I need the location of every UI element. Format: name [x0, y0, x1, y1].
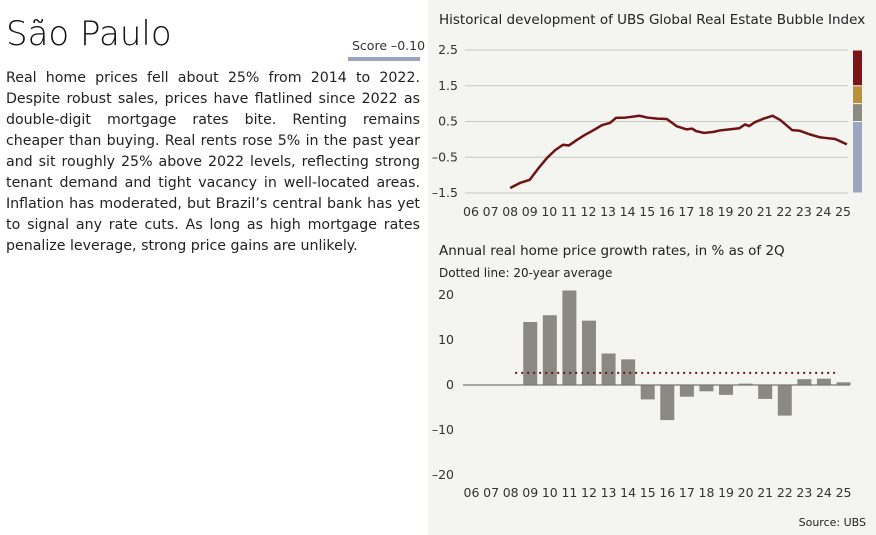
growth-bar — [621, 359, 636, 385]
x-tick-label: 06 — [464, 485, 480, 500]
risk-band — [853, 122, 862, 193]
y-tick-label: 2.5 — [438, 42, 458, 57]
x-tick-label: 19 — [718, 485, 734, 500]
x-tick-label: 08 — [502, 204, 518, 219]
growth-chart-title: Annual real home price growth rates, in … — [439, 243, 785, 259]
y-tick-label: 1.5 — [438, 78, 458, 93]
growth-bar — [581, 320, 596, 385]
growth-chart-subtitle: Dotted line: 20-year average — [439, 266, 613, 280]
score-label: Score –0.10 — [352, 38, 426, 53]
x-tick-label: 24 — [815, 204, 831, 219]
growth-bar — [562, 290, 577, 385]
growth-bar — [523, 322, 538, 385]
bubble-chart-title: Historical development of UBS Global Rea… — [439, 12, 866, 28]
risk-band — [853, 50, 862, 86]
growth-bar — [777, 385, 792, 416]
y-tick-label: 0.5 — [438, 114, 458, 129]
x-tick-label: 23 — [796, 204, 812, 219]
growth-bar — [836, 382, 851, 385]
x-tick-label: 24 — [816, 485, 832, 500]
y-tick-label: –10 — [432, 422, 454, 437]
x-tick-label: 17 — [678, 204, 694, 219]
x-tick-label: 11 — [561, 204, 577, 219]
x-tick-label: 09 — [522, 204, 538, 219]
x-tick-label: 22 — [776, 204, 792, 219]
growth-bar — [640, 385, 655, 400]
text-panel: São Paulo Score –0.10 Real home prices f… — [0, 0, 428, 535]
risk-band — [853, 104, 862, 121]
x-tick-label: 20 — [738, 485, 754, 500]
y-tick-label: –0.5 — [432, 149, 458, 164]
x-tick-label: 15 — [640, 485, 656, 500]
city-title: São Paulo — [6, 14, 172, 54]
x-tick-label: 07 — [483, 204, 499, 219]
x-tick-label: 13 — [601, 485, 617, 500]
x-tick-label: 16 — [659, 204, 675, 219]
risk-band — [853, 86, 862, 104]
x-tick-label: 21 — [757, 204, 773, 219]
x-tick-label: 14 — [620, 485, 636, 500]
growth-bar — [758, 385, 773, 399]
y-tick-label: 0 — [446, 377, 454, 392]
x-tick-label: 22 — [777, 485, 793, 500]
y-tick-label: –1.5 — [432, 185, 458, 200]
x-tick-label: 23 — [796, 485, 812, 500]
chart-panel: Historical development of UBS Global Rea… — [428, 0, 876, 535]
x-tick-label: 21 — [757, 485, 773, 500]
growth-bar — [542, 315, 557, 385]
growth-bar — [816, 378, 831, 385]
x-tick-label: 13 — [600, 204, 616, 219]
x-tick-label: 10 — [541, 204, 557, 219]
x-tick-label: 15 — [639, 204, 655, 219]
growth-bar — [660, 385, 675, 421]
charts-svg: 2.51.50.5–0.5–1.506 07 08 09 10 11 12 13 14 15 16 1… — [432, 42, 862, 500]
y-tick-label: 20 — [438, 287, 454, 302]
x-tick-label: 08 — [503, 485, 519, 500]
growth-bar — [699, 385, 714, 392]
x-tick-label: 12 — [581, 204, 597, 219]
bubble-index-line — [509, 114, 848, 190]
x-tick-label: 20 — [737, 204, 753, 219]
growth-bar — [738, 383, 753, 385]
x-tick-label: 18 — [699, 485, 715, 500]
x-tick-label: 17 — [679, 485, 695, 500]
x-tick-label: 19 — [718, 204, 734, 219]
growth-bar — [601, 353, 616, 385]
x-tick-label: 09 — [522, 485, 538, 500]
x-tick-label: 25 — [835, 204, 851, 219]
x-tick-label: 07 — [483, 485, 499, 500]
growth-bar — [679, 385, 694, 397]
x-tick-label: 10 — [542, 485, 558, 500]
y-tick-label: 10 — [438, 332, 454, 347]
body-text: Real home prices fell about 25% from 201… — [6, 70, 420, 254]
x-tick-label: 16 — [659, 485, 675, 500]
growth-bar — [797, 379, 812, 385]
x-tick-label: 12 — [581, 485, 597, 500]
x-tick-label: 18 — [698, 204, 714, 219]
x-tick-label: 11 — [561, 485, 577, 500]
x-tick-label: 06 — [463, 204, 479, 219]
growth-bar — [719, 385, 734, 395]
x-tick-label: 25 — [836, 485, 852, 500]
x-tick-label: 14 — [620, 204, 636, 219]
source-note: Source: UBS — [798, 516, 866, 529]
score-underline — [348, 57, 420, 61]
y-tick-label: –20 — [432, 467, 454, 482]
